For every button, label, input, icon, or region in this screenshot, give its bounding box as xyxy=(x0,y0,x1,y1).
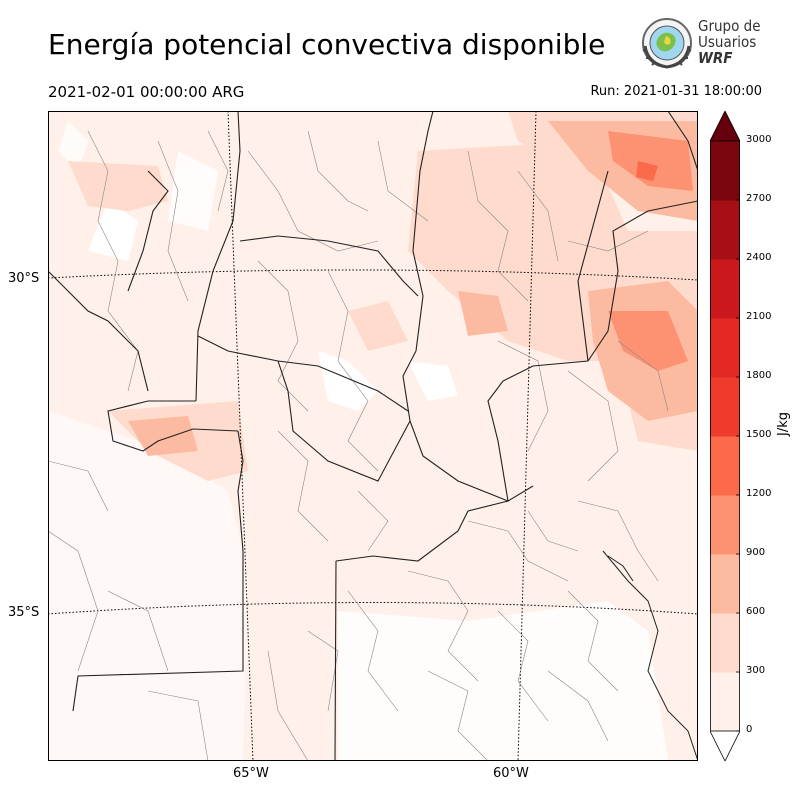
graticule-lines xyxy=(48,111,698,761)
colorbar-tick-label: 1200 xyxy=(746,488,772,499)
cape-map xyxy=(48,111,698,761)
lat-label-35s: 35°S xyxy=(8,605,40,620)
province-boundaries xyxy=(48,111,698,761)
colorbar-segment xyxy=(710,554,740,614)
colorbar-segment xyxy=(710,377,740,437)
map-frame xyxy=(48,111,698,761)
colorbar-segment xyxy=(710,318,740,378)
colorbar-segment xyxy=(710,672,740,732)
colorbar-tick-label: 600 xyxy=(746,606,766,617)
map-title: Energía potencial convectiva disponible xyxy=(48,28,606,61)
wrf-logo: Grupo de Usuarios WRF xyxy=(640,16,770,72)
logo-text-line3: WRF xyxy=(698,49,733,67)
lon-label-60w: 60°W xyxy=(493,766,529,781)
colorbar-segment xyxy=(710,613,740,673)
colorbar-unit: J/kg xyxy=(776,412,791,436)
colorbar-graphic xyxy=(709,110,741,762)
cape-fill-regions xyxy=(48,111,698,761)
logo-text-line2: Usuarios xyxy=(698,33,757,51)
lon-label-65w: 65°W xyxy=(233,766,269,781)
colorbar-segment xyxy=(710,141,740,201)
colorbar xyxy=(709,110,741,762)
colorbar-segment xyxy=(710,259,740,319)
map-panel xyxy=(48,111,698,761)
colorbar-segment xyxy=(710,495,740,555)
colorbar-segment xyxy=(710,200,740,260)
colorbar-tick-label: 3000 xyxy=(746,134,772,145)
valid-time: 2021-02-01 00:00:00 ARG xyxy=(48,83,245,101)
colorbar-tick-label: 0 xyxy=(746,724,753,735)
colorbar-tick-label: 300 xyxy=(746,665,766,676)
run-time: Run: 2021-01-31 18:00:00 xyxy=(590,84,762,99)
colorbar-tick-label: 1800 xyxy=(746,370,772,381)
colorbar-tick-label: 1500 xyxy=(746,429,772,440)
colorbar-tick-label: 2700 xyxy=(746,193,772,204)
globe-logo-icon xyxy=(642,18,692,69)
lat-label-30s: 30°S xyxy=(8,271,40,286)
colorbar-tick-label: 2400 xyxy=(746,252,772,263)
colorbar-extend-max xyxy=(709,110,741,142)
coastline xyxy=(602,550,698,761)
colorbar-extend-min xyxy=(709,730,741,762)
colorbar-segment xyxy=(710,436,740,496)
logo-text-line1: Grupo de xyxy=(698,17,761,35)
colorbar-tick-label: 2100 xyxy=(746,311,772,322)
colorbar-tick-label: 900 xyxy=(746,547,766,558)
